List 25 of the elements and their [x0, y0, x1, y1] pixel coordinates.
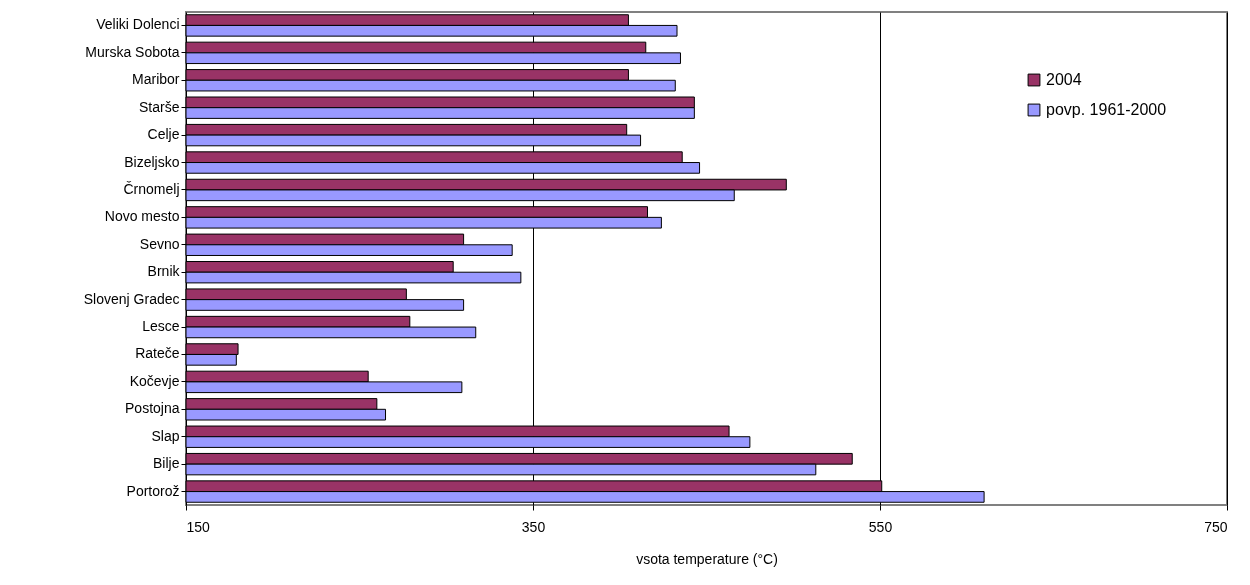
legend-label: 2004 [1046, 71, 1082, 88]
y-tick-label: Starše [139, 98, 180, 115]
y-tick-label: Slap [151, 427, 180, 444]
y-tick-label: Celje [147, 126, 180, 143]
y-tick-label: Murska Sobota [85, 43, 180, 60]
y-tick-label: Lesce [142, 318, 180, 335]
y-tick-label: Brnik [147, 263, 181, 280]
y-tick-label: Sevno [139, 235, 180, 252]
y-tick-label: Bizeljsko [124, 153, 180, 170]
y-tick-label: Portorož [126, 482, 180, 499]
legend-label: povp. 1961-2000 [1046, 101, 1167, 118]
y-tick-label: Črnomelj [123, 180, 180, 197]
y-tick-label: Rateče [135, 345, 180, 362]
x-tick-label: 550 [868, 518, 893, 535]
y-tick-label: Slovenj Gradec [83, 290, 180, 307]
y-tick-label: Bilje [153, 455, 180, 472]
x-tick-label: 150 [186, 518, 211, 535]
y-tick-label: Kočevje [129, 372, 180, 389]
x-tick-label: 350 [521, 518, 546, 535]
x-tick-label: 750 [1204, 518, 1228, 535]
y-tick-label: Novo mesto [104, 208, 180, 225]
y-tick-label: Postojna [125, 400, 180, 417]
y-tick-label: Maribor [132, 71, 180, 88]
x-axis-title: vsota temperature (°C) [636, 550, 778, 567]
y-tick-label: Veliki Dolenci [96, 16, 180, 33]
